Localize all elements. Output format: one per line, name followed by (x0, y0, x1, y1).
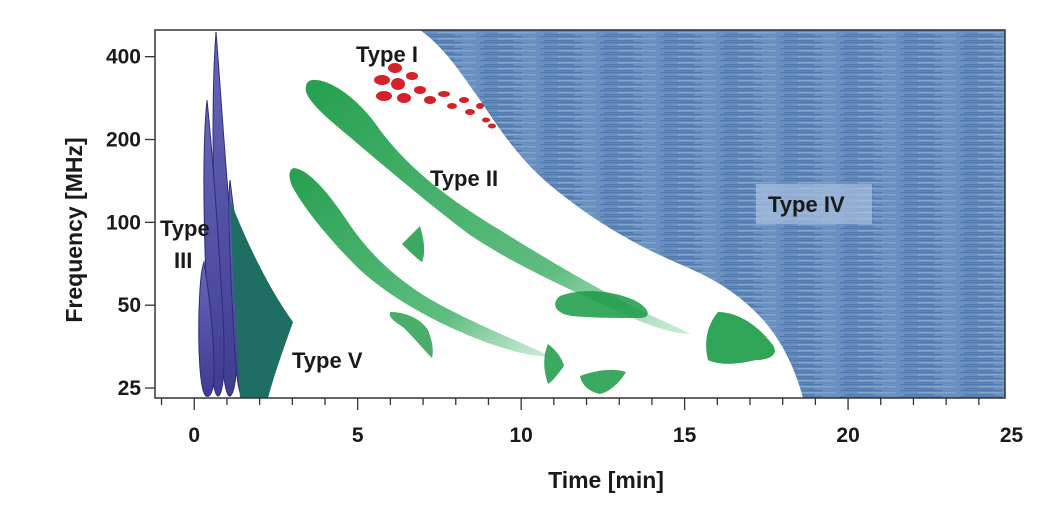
type-ii-bursts (289, 79, 775, 394)
type-i-burst (391, 78, 405, 90)
type-i-burst (397, 93, 411, 103)
type-i-burst (465, 109, 475, 115)
type-i-burst (424, 96, 436, 104)
type-v-burst (230, 200, 293, 398)
type-i-bursts (374, 63, 496, 129)
type-iv-label: Type IV (768, 192, 845, 217)
x-tick-label: 10 (509, 424, 532, 447)
type-i-burst (482, 117, 490, 123)
type-ii-fragment (580, 369, 626, 394)
type-iii-label-line2: III (174, 248, 192, 273)
type-iv-label-backdrop (756, 184, 872, 224)
type-ii-fragment (389, 312, 433, 358)
type-ii-label: Type II (430, 166, 498, 191)
y-axis: 400 200 100 50 25 (106, 46, 155, 400)
type-ii-band (289, 168, 550, 357)
x-tick-label: 25 (1000, 424, 1024, 447)
x-tick-label: 15 (673, 424, 697, 447)
plot-frame (154, 29, 1006, 399)
x-tick-label: 20 (836, 424, 859, 447)
type-i-burst (488, 123, 496, 129)
plot-area: Type I Type II Type III Type IV Type V (155, 30, 1005, 398)
y-tick-label: 400 (106, 46, 141, 69)
type-i-burst (374, 75, 390, 85)
type-v-label: Type V (292, 348, 363, 373)
y-axis-title: Frequency [MHz] (61, 137, 87, 322)
x-tick-label: 0 (188, 424, 200, 447)
x-axis: 0 5 10 15 20 25 (160, 398, 1024, 447)
x-axis-title: Time [min] (548, 467, 664, 493)
type-i-burst (476, 103, 484, 109)
type-ii-fragment (555, 291, 648, 318)
type-ii-fragment (544, 344, 564, 384)
x-tick-label: 5 (352, 424, 364, 447)
type-ii-band (305, 79, 690, 335)
y-tick-label: 25 (118, 377, 142, 400)
type-ii-fragment (402, 226, 425, 262)
type-i-burst (376, 91, 392, 101)
type-i-burst (447, 103, 457, 109)
type-i-burst (459, 97, 469, 103)
y-tick-label: 200 (106, 129, 141, 152)
type-i-burst (438, 91, 450, 97)
type-i-burst (388, 63, 402, 73)
type-iii-burst (198, 260, 215, 397)
type-i-label: Type I (356, 42, 418, 67)
type-ii-fragment (706, 312, 775, 364)
y-tick-label: 100 (106, 211, 141, 234)
type-iv-region (420, 30, 1005, 398)
y-tick-label: 50 (118, 294, 141, 317)
type-i-burst (414, 86, 426, 94)
type-i-burst (406, 72, 418, 80)
type-iii-label-line1: Type (160, 216, 210, 241)
